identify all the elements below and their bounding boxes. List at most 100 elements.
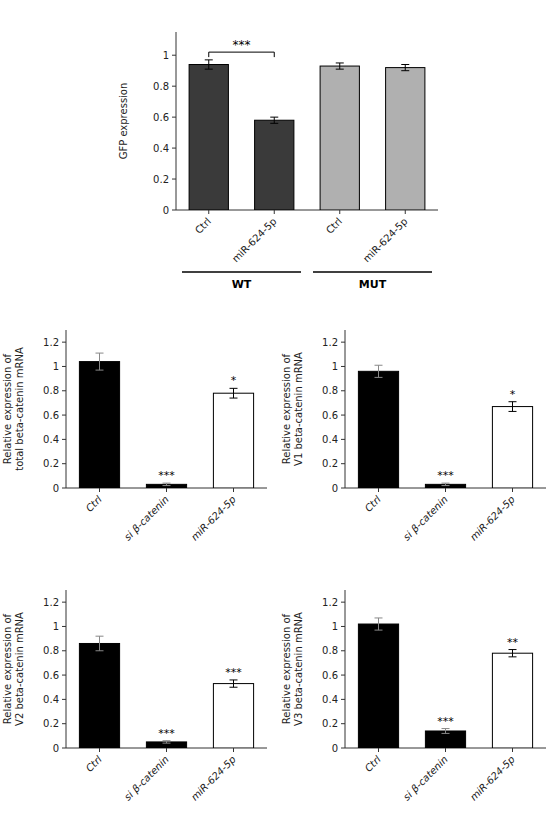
x-tick [512, 748, 513, 752]
y-tick-label: 0 [163, 205, 169, 216]
x-tick-label: Ctrl [363, 493, 384, 514]
group-label: MUT [359, 278, 387, 291]
x-tick [99, 488, 100, 492]
x-tick [445, 488, 446, 492]
error-bar [96, 636, 104, 651]
x-tick-label: miR-624-5p [189, 494, 238, 543]
y-tick [341, 650, 345, 651]
significance-label: *** [225, 666, 242, 679]
y-tick-label: 0.2 [322, 718, 338, 729]
y-axis [66, 590, 67, 748]
y-tick [62, 650, 66, 651]
bars [358, 365, 532, 488]
bars [189, 60, 425, 210]
bar [189, 65, 228, 210]
group-label: WT [232, 278, 252, 291]
y-tick [62, 415, 66, 416]
bar [492, 653, 532, 748]
error-bar [509, 402, 517, 412]
y-tick-label: 0.8 [43, 645, 59, 656]
y-tick [62, 366, 66, 367]
y-tick [172, 210, 176, 211]
x-tick-label: si β-catenin [401, 494, 450, 543]
y-tick-label: 0 [53, 483, 59, 494]
y-tick-label: 0.2 [322, 458, 338, 469]
bar [358, 624, 398, 748]
y-tick [341, 366, 345, 367]
y-tick-label: 1 [163, 50, 169, 61]
y-tick [172, 86, 176, 87]
x-tick-label: Ctrl [363, 753, 384, 774]
error-bar [270, 117, 278, 123]
x-tick-label: si β-catenin [401, 754, 450, 803]
y-tick [62, 699, 66, 700]
bar [492, 407, 532, 488]
y-axis [176, 32, 177, 210]
y-tick-label: 0.4 [153, 143, 169, 154]
y-tick-label: 0.6 [322, 670, 338, 681]
y-tick-label: 0.2 [153, 174, 169, 185]
x-tick [339, 210, 340, 214]
significance-label: *** [158, 727, 175, 740]
y-tick [62, 488, 66, 489]
y-tick-label: 0.4 [322, 434, 338, 445]
y-tick-label: 1.2 [322, 597, 338, 608]
significance-label: ** [507, 636, 519, 649]
y-tick [341, 415, 345, 416]
y-tick-label: 1.2 [322, 337, 338, 348]
y-tick [341, 626, 345, 627]
error-bar [336, 63, 344, 69]
x-tick [166, 748, 167, 752]
y-axis-label: Relative expression ofV1 beta-catenin mR… [281, 352, 304, 466]
y-tick [62, 748, 66, 749]
significance-label: * [510, 388, 516, 401]
y-axis [345, 330, 346, 488]
error-bar [163, 483, 171, 485]
error-bar [375, 618, 383, 630]
x-tick [378, 748, 379, 752]
x-tick [208, 210, 209, 214]
y-axis-label: Relative expression ofV3 beta-catenin mR… [281, 612, 304, 726]
x-tick [378, 488, 379, 492]
x-tick [512, 488, 513, 492]
group-underline [313, 271, 432, 273]
y-tick-label: 0.2 [43, 458, 59, 469]
error-bar [509, 650, 517, 657]
bar [386, 68, 425, 210]
bar-chart: 00.20.40.60.811.2Relative expression ofV… [281, 590, 546, 803]
y-tick-label: 1 [332, 621, 338, 632]
y-tick-label: 0 [332, 743, 338, 754]
y-tick [341, 342, 345, 343]
x-tick-label: Ctrl [84, 493, 105, 514]
bar [358, 371, 398, 488]
y-tick [172, 148, 176, 149]
error-bar [375, 365, 383, 377]
error-bar [230, 388, 238, 398]
y-tick-label: 0.8 [322, 645, 338, 656]
y-tick-label: 0.6 [153, 112, 169, 123]
error-bar [442, 483, 450, 485]
y-tick [341, 699, 345, 700]
bar [79, 643, 119, 748]
x-tick [445, 748, 446, 752]
bar-chart: 00.20.40.60.811.2Relative expression ofV… [281, 330, 546, 543]
bar-chart: 00.20.40.60.811.2Relative expression ofV… [2, 590, 267, 803]
error-bar [442, 729, 450, 734]
y-tick-label: 0.8 [43, 385, 59, 396]
y-tick-label: 1 [53, 361, 59, 372]
x-tick-label: miR-624-5p [230, 216, 279, 265]
error-bar [163, 741, 171, 743]
figure: 00.20.40.60.81GFP expressionCtrlmiR-624-… [0, 0, 558, 825]
y-tick-label: 0 [53, 743, 59, 754]
y-tick [62, 675, 66, 676]
error-bar [96, 353, 104, 370]
y-tick [341, 439, 345, 440]
x-tick-label: miR-624-5p [468, 754, 517, 803]
y-tick [341, 463, 345, 464]
x-tick-label: si β-catenin [122, 754, 171, 803]
error-bar [230, 680, 238, 687]
x-tick [166, 488, 167, 492]
y-axis [345, 590, 346, 748]
bar [255, 120, 294, 210]
y-tick-label: 0.2 [43, 718, 59, 729]
